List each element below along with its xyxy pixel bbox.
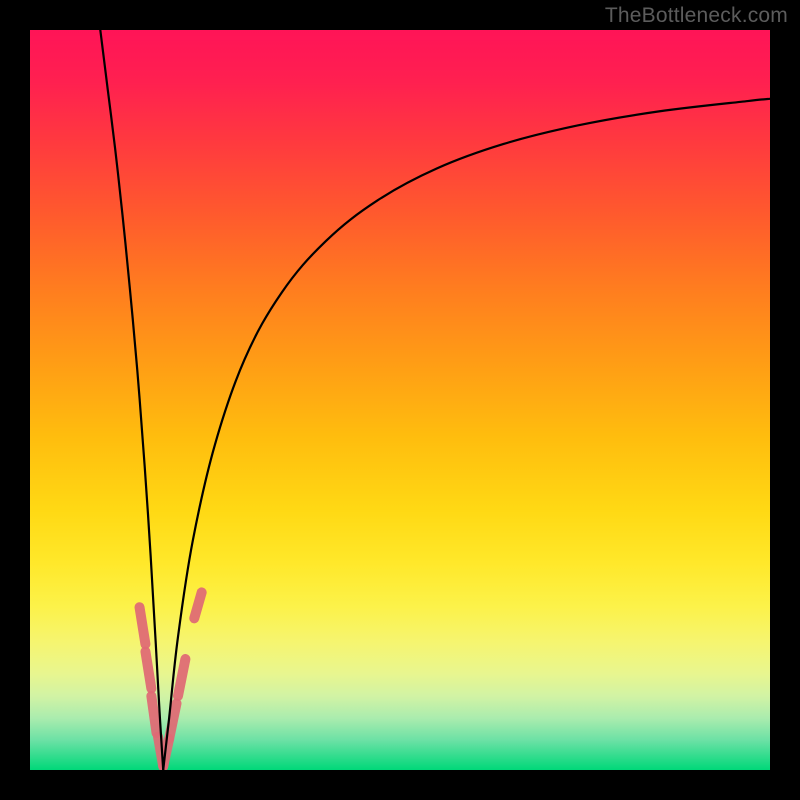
watermark-text: TheBottleneck.com	[605, 4, 788, 28]
marker-segment	[145, 652, 151, 689]
plot-background	[30, 30, 770, 770]
marker-segment	[151, 696, 156, 733]
chart-stage: TheBottleneck.com	[0, 0, 800, 800]
marker-segment	[194, 592, 201, 618]
bottleneck-curve-chart	[0, 0, 800, 800]
marker-segment	[140, 607, 146, 644]
